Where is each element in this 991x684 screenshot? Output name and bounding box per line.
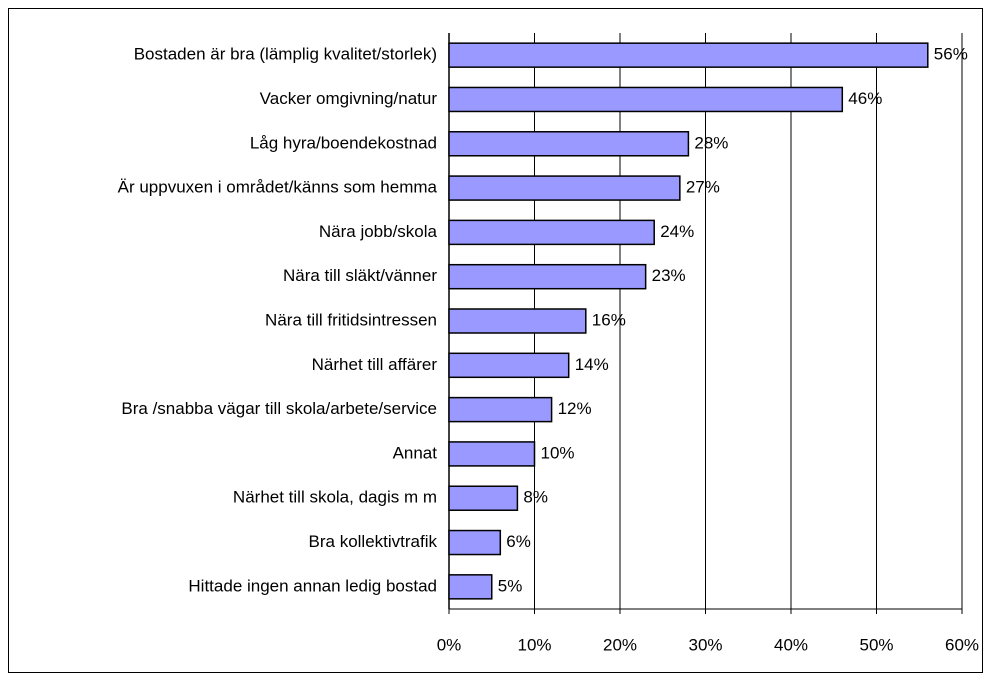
data-label: 23%: [652, 266, 686, 285]
y-tick-label: Annat: [393, 443, 438, 462]
bar: [448, 42, 929, 68]
bar: [448, 485, 519, 511]
data-label: 8%: [523, 488, 548, 507]
x-tick-label: 60%: [945, 635, 979, 654]
y-tick-label: Hittade ingen annan ledig bostad: [188, 576, 437, 595]
y-tick-label: Är uppvuxen i området/känns som hemma: [118, 178, 438, 197]
data-label: 6%: [506, 532, 531, 551]
bar: [448, 441, 536, 467]
data-label: 46%: [848, 89, 882, 108]
bar: [448, 263, 647, 290]
y-tick-label: Närhet till skola, dagis m m: [233, 488, 437, 507]
data-label: 10%: [541, 443, 575, 462]
y-tick-label: Bostaden är bra (lämplig kvalitet/storle…: [134, 45, 437, 64]
bar: [448, 219, 655, 246]
bar: [448, 574, 493, 600]
y-tick-label: Vacker omgivning/natur: [260, 89, 438, 108]
data-label: 12%: [558, 399, 592, 418]
data-label: 56%: [934, 45, 968, 64]
y-tick-label: Nära jobb/skola: [319, 222, 438, 241]
bar: [448, 308, 587, 334]
data-label: 27%: [686, 178, 720, 197]
chart-border: [8, 8, 983, 673]
x-tick-label: 10%: [517, 635, 551, 654]
bar: [448, 396, 553, 423]
y-tick-label: Närhet till affärer: [312, 355, 438, 374]
data-label: 5%: [498, 576, 523, 595]
y-tick-label: Bra kollektivtrafik: [309, 532, 438, 551]
bar: [448, 131, 690, 157]
data-label: 16%: [592, 310, 626, 329]
data-label: 24%: [660, 222, 694, 241]
x-tick-label: 30%: [688, 635, 722, 654]
data-label: 28%: [694, 133, 728, 152]
y-tick-label: Nära till släkt/vänner: [283, 266, 437, 285]
x-tick-label: 50%: [859, 635, 893, 654]
bar: [448, 86, 844, 113]
y-tick-label: Bra /snabba vägar till skola/arbete/serv…: [121, 399, 437, 418]
bar: [448, 352, 570, 379]
y-tick-label: Låg hyra/boendekostnad: [250, 133, 437, 152]
x-tick-label: 40%: [774, 635, 808, 654]
y-tick-label: Nära till fritidsintressen: [265, 310, 437, 329]
x-tick-label: 0%: [437, 635, 462, 654]
data-label: 14%: [575, 355, 609, 374]
bar: [448, 175, 681, 201]
x-tick-label: 20%: [603, 635, 637, 654]
bar: [448, 529, 502, 556]
